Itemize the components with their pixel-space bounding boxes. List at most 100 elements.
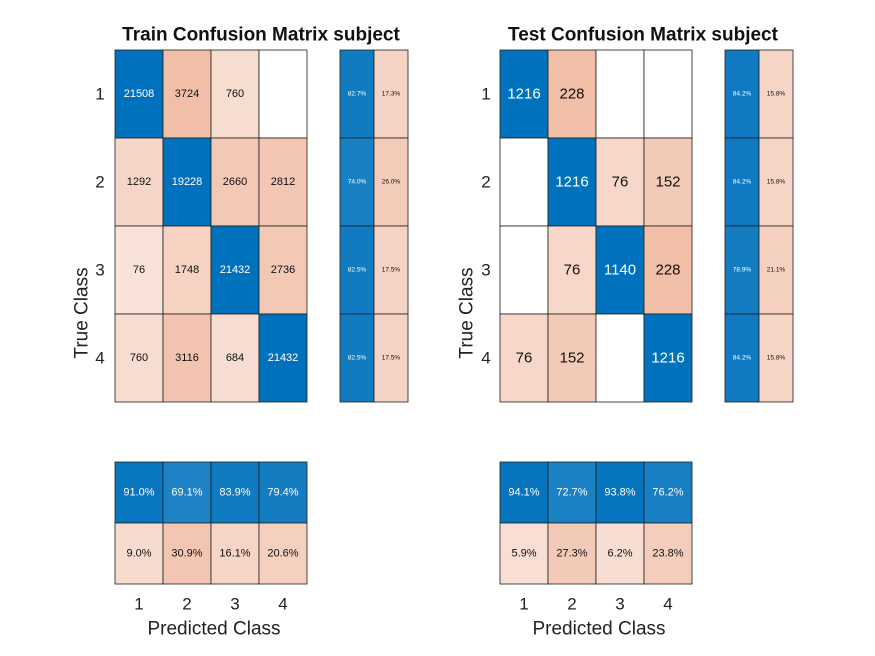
cell-value: 760: [130, 352, 148, 364]
matrix-cell: [258, 313, 308, 403]
row-summary-error-cell: [373, 137, 409, 227]
matrix-cell: [499, 225, 549, 315]
column-summary-correct-cell: [499, 461, 549, 524]
row-summary-error-cell: [373, 313, 409, 403]
matrix-cell: [114, 225, 164, 315]
column-summary-error-cell: [595, 522, 645, 585]
chart-title: Train Confusion Matrix subject: [122, 25, 400, 46]
row-summary-error-cell: [758, 137, 794, 227]
x-tick-label: 1: [134, 595, 143, 614]
column-summary-correct-label: 83.9%: [219, 487, 250, 499]
x-tick-label: 1: [519, 595, 528, 614]
matrix-cell: [595, 49, 645, 139]
column-summary-correct-label: 94.1%: [508, 487, 539, 499]
column-summary-error-label: 27.3%: [556, 548, 587, 560]
column-summary-error-label: 20.6%: [267, 548, 298, 560]
matrix-cell: [162, 313, 212, 403]
row-summary-correct-label: 84.2%: [733, 91, 752, 98]
column-summary-correct-cell: [595, 461, 645, 524]
cell-value: 1216: [651, 350, 684, 367]
matrix-cell: [643, 49, 693, 139]
cell-value: 1216: [507, 86, 540, 103]
cell-value: 76: [612, 174, 629, 191]
column-summary-error-cell: [162, 522, 212, 585]
row-summary-error-label: 17.5%: [382, 355, 401, 362]
matrix-cell: [547, 225, 597, 315]
cell-value: 1216: [555, 174, 588, 191]
matrix-cell: [210, 49, 260, 139]
matrix-cell: [258, 49, 308, 139]
x-tick-label: 3: [615, 595, 624, 614]
x-tick-label: 3: [230, 595, 239, 614]
row-summary-correct-label: 78.9%: [733, 267, 752, 274]
y-tick-label: 4: [481, 349, 490, 368]
matrix-cell: [499, 313, 549, 403]
column-summary-error-cell: [499, 522, 549, 585]
row-summary-correct-cell: [724, 225, 760, 315]
matrix-cell: [210, 313, 260, 403]
row-summary-error-label: 21.1%: [767, 267, 786, 274]
row-summary-error-cell: [373, 225, 409, 315]
row-summary-correct-label: 82.5%: [348, 355, 367, 362]
x-tick-label: 2: [182, 595, 191, 614]
matrix-cell: [643, 225, 693, 315]
cell-value: 152: [559, 350, 584, 367]
y-tick-label: 2: [95, 173, 104, 192]
matrix-cell: [595, 137, 645, 227]
cell-value: 21432: [220, 264, 251, 276]
y-axis-label: True Class: [457, 267, 478, 358]
x-tick-label: 4: [278, 595, 287, 614]
matrix-cell: [258, 225, 308, 315]
y-tick-label: 2: [481, 173, 490, 192]
row-summary-error-label: 15.8%: [767, 355, 786, 362]
column-summary-error-cell: [258, 522, 308, 585]
y-tick-label: 4: [95, 349, 104, 368]
cell-value: 19228: [172, 176, 203, 188]
row-summary-correct-label: 74.0%: [348, 179, 367, 186]
cell-value: 684: [226, 352, 244, 364]
matrix-cell: [162, 49, 212, 139]
cell-value: 228: [559, 86, 584, 103]
matrix-cell: [595, 313, 645, 403]
cell-value: 1292: [127, 176, 151, 188]
matrix-cell: [210, 225, 260, 315]
column-summary-correct-cell: [258, 461, 308, 524]
cell-value: 76: [516, 350, 533, 367]
cell-value: 760: [226, 88, 244, 100]
cell-value: 2812: [271, 176, 295, 188]
cell-value: 228: [655, 262, 680, 279]
x-tick-label: 2: [567, 595, 576, 614]
column-summary-correct-label: 79.4%: [267, 487, 298, 499]
column-summary-error-label: 9.0%: [126, 548, 151, 560]
row-summary-correct-label: 84.2%: [733, 355, 752, 362]
x-tick-label: 4: [663, 595, 672, 614]
row-summary-correct-label: 84.2%: [733, 179, 752, 186]
matrix-cell: [162, 137, 212, 227]
column-summary-correct-label: 91.0%: [123, 487, 154, 499]
x-axis-label: Predicted Class: [147, 619, 280, 640]
y-axis-label: True Class: [72, 267, 93, 358]
column-summary-error-label: 6.2%: [607, 548, 632, 560]
column-summary-error-cell: [643, 522, 693, 585]
cell-value: 2660: [223, 176, 247, 188]
row-summary-error-label: 15.8%: [767, 91, 786, 98]
column-summary-error-label: 5.9%: [511, 548, 536, 560]
matrix-cell: [547, 313, 597, 403]
column-summary-error-label: 16.1%: [219, 548, 250, 560]
row-summary-correct-cell: [339, 49, 375, 139]
cell-value: 2736: [271, 264, 295, 276]
y-tick-label: 1: [481, 85, 490, 104]
cell-value: 152: [655, 174, 680, 191]
row-summary-correct-label: 82.5%: [348, 267, 367, 274]
column-summary-correct-label: 93.8%: [604, 487, 635, 499]
matrix-cell: [114, 49, 164, 139]
column-summary-correct-cell: [643, 461, 693, 524]
row-summary-error-cell: [758, 313, 794, 403]
column-summary-error-label: 23.8%: [652, 548, 683, 560]
x-axis-label: Predicted Class: [532, 619, 665, 640]
row-summary-error-cell: [373, 49, 409, 139]
column-summary-correct-label: 69.1%: [171, 487, 202, 499]
column-summary-error-label: 30.9%: [171, 548, 202, 560]
